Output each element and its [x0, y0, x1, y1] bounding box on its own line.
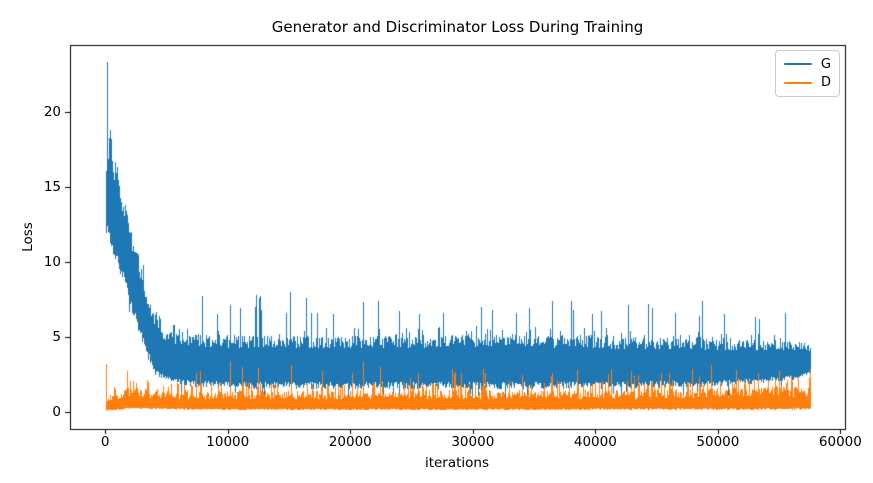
x-tick-label: 60000: [818, 434, 862, 450]
x-tick-label: 0: [100, 434, 110, 450]
chart-title: Generator and Discriminator Loss During …: [271, 18, 644, 36]
legend-label-d: D: [820, 75, 831, 91]
x-axis-label: iterations: [424, 455, 490, 471]
d-line-swatch: [784, 81, 812, 85]
x-tick-label: 40000: [573, 434, 617, 450]
x-tick-label: 50000: [696, 434, 740, 450]
x-tick-label: 20000: [328, 434, 372, 450]
legend: G D: [775, 50, 840, 97]
y-tick-label: 10: [43, 253, 61, 270]
x-tick-label: 30000: [451, 434, 495, 450]
x-tick-label: 10000: [206, 434, 250, 450]
legend-item-d: D: [784, 75, 831, 90]
y-tick-label: 0: [52, 403, 61, 420]
y-axis-label: Loss: [20, 222, 36, 252]
legend-item-g: G: [784, 57, 831, 72]
y-tick-label: 15: [43, 178, 61, 195]
legend-label-g: G: [820, 56, 831, 72]
y-tick-label: 20: [43, 103, 61, 120]
g-line-swatch: [784, 62, 812, 66]
y-tick-label: 5: [52, 328, 61, 345]
